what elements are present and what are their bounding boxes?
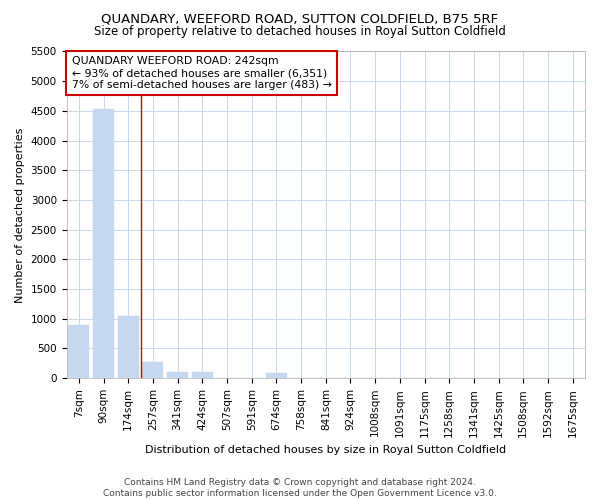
- Bar: [68, 324, 89, 378]
- Bar: [167, 372, 188, 378]
- Bar: [93, 109, 114, 378]
- Bar: [142, 362, 163, 378]
- Bar: [118, 316, 139, 378]
- Text: Contains HM Land Registry data © Crown copyright and database right 2024.
Contai: Contains HM Land Registry data © Crown c…: [103, 478, 497, 498]
- Text: Size of property relative to detached houses in Royal Sutton Coldfield: Size of property relative to detached ho…: [94, 25, 506, 38]
- Bar: [192, 372, 213, 378]
- X-axis label: Distribution of detached houses by size in Royal Sutton Coldfield: Distribution of detached houses by size …: [145, 445, 506, 455]
- Bar: [266, 374, 287, 378]
- Y-axis label: Number of detached properties: Number of detached properties: [15, 127, 25, 302]
- Text: QUANDARY WEEFORD ROAD: 242sqm
← 93% of detached houses are smaller (6,351)
7% of: QUANDARY WEEFORD ROAD: 242sqm ← 93% of d…: [72, 56, 332, 90]
- Text: QUANDARY, WEEFORD ROAD, SUTTON COLDFIELD, B75 5RF: QUANDARY, WEEFORD ROAD, SUTTON COLDFIELD…: [101, 12, 499, 26]
